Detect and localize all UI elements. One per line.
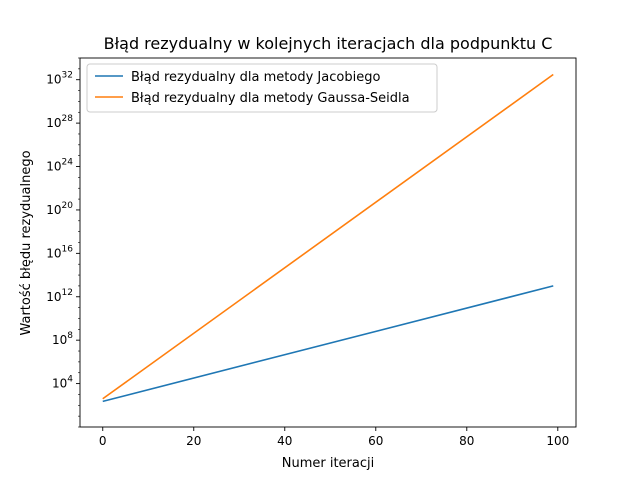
y-tick-label: 1024 <box>46 158 73 174</box>
legend-label-1: Błąd rezydualny dla metody Jacobiego <box>131 70 380 85</box>
x-tick-label: 40 <box>277 434 292 448</box>
y-axis: 104 108 1012 1016 1020 1024 1028 1032 <box>46 57 80 428</box>
x-tick-label: 60 <box>368 434 383 448</box>
y-tick-label: 1020 <box>46 201 73 217</box>
legend-label-2: Błąd rezydualny dla metody Gaussa-Seidla <box>131 91 410 106</box>
x-tick-label: 80 <box>459 434 474 448</box>
x-tick-label: 20 <box>186 434 201 448</box>
y-tick-label: 104 <box>52 375 73 391</box>
x-axis: 0 20 40 60 80 100 <box>99 427 569 448</box>
y-tick-label: 108 <box>52 331 73 347</box>
x-tick-label: 100 <box>546 434 569 448</box>
legend: Błąd rezydualny dla metody Jacobiego Błąd… <box>86 63 438 113</box>
x-tick-label: 0 <box>99 434 107 448</box>
series-line-2 <box>102 73 554 400</box>
y-tick-label: 1032 <box>46 71 73 87</box>
plot-area <box>79 57 577 428</box>
series-line-1 <box>102 285 554 403</box>
plot-frame <box>79 57 577 428</box>
chart-title: Błąd rezydualny w kolejnych iteracjach d… <box>104 34 553 53</box>
y-tick-label: 1012 <box>46 288 73 304</box>
legend-box <box>86 63 438 113</box>
y-tick-label: 1028 <box>46 114 73 130</box>
y-tick-label: 1016 <box>46 244 73 260</box>
x-axis-label: Numer iteracji <box>282 456 375 471</box>
y-axis-label: Wartość błędu rezydualnego <box>19 150 34 335</box>
